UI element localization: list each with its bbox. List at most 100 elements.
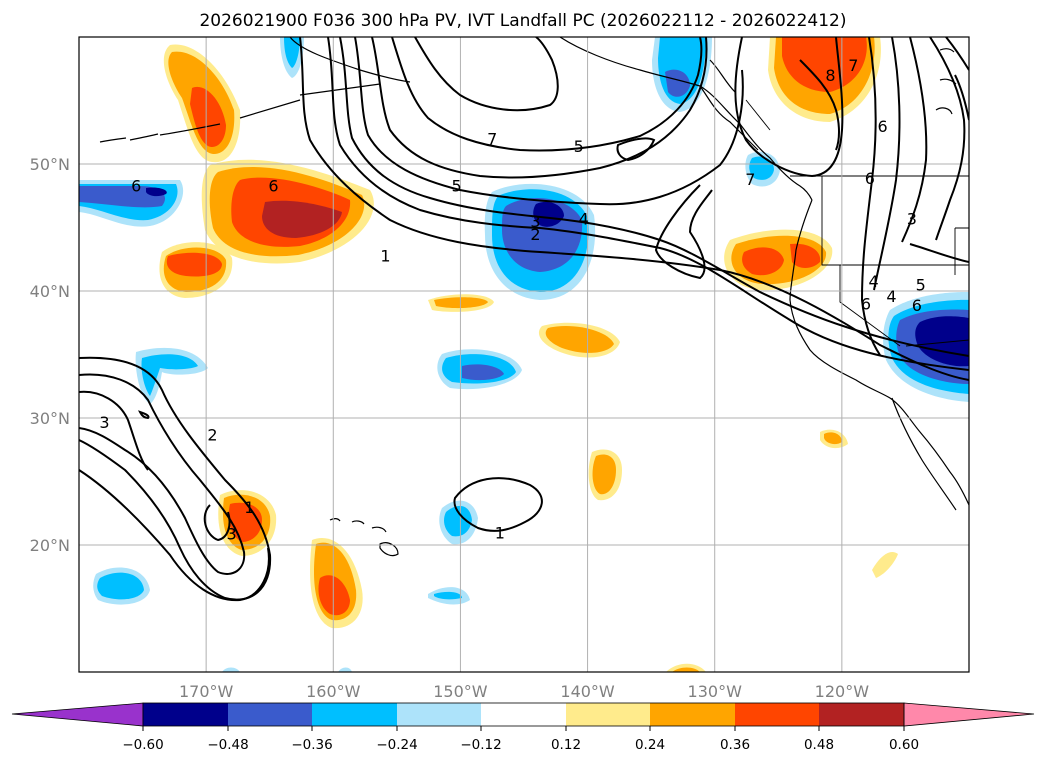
longitude-label: 140°W <box>560 682 615 701</box>
pv-positive-region <box>262 200 342 238</box>
ivt-contour <box>901 37 928 243</box>
contour-label: 6 <box>131 177 141 196</box>
pv-negative-region <box>97 572 144 600</box>
pv-negative-region <box>141 354 198 396</box>
coastline-bc <box>699 59 759 151</box>
ivt-contours <box>79 37 969 602</box>
contour-label: 7 <box>745 170 755 189</box>
political-borders <box>745 99 969 347</box>
colorbar-bin <box>143 703 228 726</box>
ivt-contour <box>734 37 844 178</box>
contour-label: 6 <box>861 295 871 314</box>
ivt-contour <box>799 59 840 151</box>
ivt-contour <box>339 37 969 357</box>
contour-label: 1 <box>244 498 254 517</box>
ivt-contour <box>79 373 246 575</box>
colorbar-tick-label: −0.12 <box>460 737 501 753</box>
colorbar-bin <box>566 703 650 726</box>
ivt-contour <box>616 137 656 162</box>
pv-positive-region <box>318 575 350 616</box>
pv-positive-region <box>742 247 784 276</box>
gridlines <box>79 37 969 672</box>
ivt-contour <box>909 243 969 263</box>
contour-label: 5 <box>574 137 584 156</box>
colorbar-tick-label: 0.36 <box>720 737 750 753</box>
longitude-label: 160°W <box>306 682 361 701</box>
colorbar-bin <box>819 703 904 726</box>
colorbar-bin <box>228 703 312 726</box>
colorbar-ticks <box>142 726 905 731</box>
pv-positive-region <box>790 243 821 268</box>
colorbar-frame <box>142 702 905 727</box>
longitude-label: 130°W <box>688 682 743 701</box>
colorbar-tick-label: −0.24 <box>376 737 417 753</box>
border-state <box>839 265 901 347</box>
contour-label: 7 <box>487 130 497 149</box>
border-state <box>821 176 969 266</box>
contour-label: 5 <box>452 177 462 196</box>
colorbar-tick-label: −0.48 <box>207 737 248 753</box>
contour-label: 6 <box>268 177 278 196</box>
colorbar-bin <box>312 703 397 726</box>
colorbar-tick-label: 0.60 <box>889 737 919 753</box>
pv-positive-region <box>545 325 614 353</box>
contour-label: 3 <box>226 525 236 544</box>
contour-label: 4 <box>886 287 896 306</box>
coastline-baja <box>891 397 957 511</box>
pv-positive-region <box>592 454 616 495</box>
pv-negative-region <box>749 156 774 180</box>
ivt-contour <box>79 390 231 542</box>
pv-positive-region <box>190 86 226 148</box>
pv-negative-region <box>462 364 504 381</box>
colorbar-tick-label: −0.36 <box>291 737 332 753</box>
ivt-contour <box>453 477 543 532</box>
figure-title: 2026021900 F036 300 hPa PV, IVT Landfall… <box>199 11 846 31</box>
contour-label: 6 <box>877 117 887 136</box>
pv-negative-region <box>338 667 352 672</box>
ivt-contour <box>860 37 881 356</box>
pv-negative-region <box>533 201 564 227</box>
latitude-label: 50°N <box>30 155 70 174</box>
pv-negative-region <box>222 667 240 672</box>
latitude-label: 20°N <box>30 536 70 555</box>
latitude-labels: 50°N 40°N 30°N 20°N <box>30 155 70 555</box>
ivt-contour <box>79 469 270 602</box>
contour-label: 6 <box>865 169 875 188</box>
pv-negative-region <box>434 591 462 600</box>
contour-label: 4 <box>579 210 589 229</box>
colorbar-bin <box>397 703 481 726</box>
contour-label: 6 <box>912 296 922 315</box>
colorbar-extend-low <box>11 702 144 727</box>
border-canada-alaska <box>745 99 771 131</box>
contour-label: 3 <box>530 212 540 231</box>
colorbar-tick-labels: −0.60 −0.48 −0.36 −0.24 −0.12 0.12 0.24 … <box>122 737 919 753</box>
pv-negative-region <box>146 187 167 197</box>
longitude-label: 150°W <box>433 682 488 701</box>
ivt-contour <box>354 37 744 206</box>
map-frame <box>78 36 970 673</box>
latitude-label: 30°N <box>30 409 70 428</box>
pv-negative-region <box>79 186 166 208</box>
ivt-contour <box>371 37 708 179</box>
colorbar-tick-label: 0.48 <box>804 737 834 753</box>
ivt-contour <box>873 37 901 291</box>
colorbar-tick-label: 0.12 <box>551 737 581 753</box>
border-state <box>954 227 969 275</box>
colorbar-bin <box>735 703 819 726</box>
longitude-label: 170°W <box>179 682 234 701</box>
colorbar-bin <box>650 703 735 726</box>
contour-label: 5 <box>916 276 926 295</box>
colorbar-bin <box>481 703 566 726</box>
ivt-contour <box>299 37 969 381</box>
contour-label: 2 <box>207 426 217 445</box>
contour-label: 8 <box>825 66 835 85</box>
pv-positive-region <box>166 252 222 277</box>
coastline-hawaii <box>329 518 399 557</box>
ivt-contour <box>929 37 966 241</box>
ivt-contour <box>138 410 150 420</box>
colorbar-extend-high <box>903 702 1035 727</box>
pv-positive-region <box>672 667 700 672</box>
colorbar-tick-label: −0.60 <box>122 737 163 753</box>
